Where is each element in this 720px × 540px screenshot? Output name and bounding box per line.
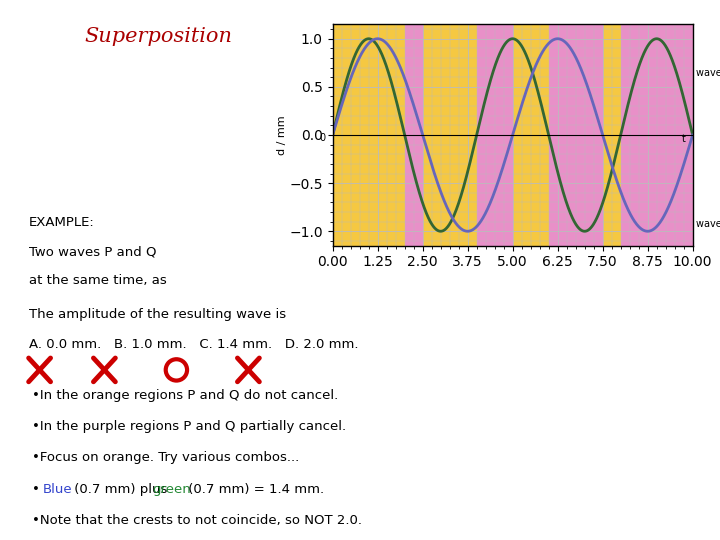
- Text: Two waves P and Q: Two waves P and Q: [29, 246, 156, 259]
- Text: •In the orange regions P and Q do not cancel.: •In the orange regions P and Q do not ca…: [32, 389, 338, 402]
- Text: EXAMPLE:: EXAMPLE:: [29, 216, 94, 229]
- Text: (0.7 mm) = 1.4 mm.: (0.7 mm) = 1.4 mm.: [184, 483, 324, 496]
- Text: t: t: [682, 134, 685, 144]
- Text: Superposition: Superposition: [84, 27, 233, 46]
- Text: •In the purple regions P and Q partially cancel.: •In the purple regions P and Q partially…: [32, 420, 346, 433]
- Bar: [423, 24, 477, 246]
- Bar: [477, 24, 513, 246]
- Text: green: green: [153, 483, 192, 496]
- Text: •Focus on orange. Try various combos...: •Focus on orange. Try various combos...: [32, 451, 300, 464]
- Bar: [603, 24, 621, 246]
- Text: Blue: Blue: [42, 483, 72, 496]
- Bar: [405, 24, 423, 246]
- Bar: [621, 24, 693, 246]
- Y-axis label: d / mm: d / mm: [276, 115, 287, 155]
- Text: wave Q: wave Q: [696, 68, 720, 78]
- Text: at the same time, as: at the same time, as: [29, 274, 166, 287]
- Text: 0: 0: [319, 133, 325, 143]
- Text: A. 0.0 mm.   B. 1.0 mm.   C. 1.4 mm.   D. 2.0 mm.: A. 0.0 mm. B. 1.0 mm. C. 1.4 mm. D. 2.0 …: [29, 338, 359, 350]
- Text: The amplitude of the resulting wave is: The amplitude of the resulting wave is: [29, 308, 286, 321]
- Bar: [549, 24, 603, 246]
- Text: (0.7 mm) plus: (0.7 mm) plus: [70, 483, 171, 496]
- Text: wave P: wave P: [696, 219, 720, 228]
- Bar: [333, 24, 405, 246]
- Text: •: •: [32, 483, 40, 496]
- Text: •Note that the crests to not coincide, so NOT 2.0.: •Note that the crests to not coincide, s…: [32, 514, 362, 527]
- Bar: [513, 24, 549, 246]
